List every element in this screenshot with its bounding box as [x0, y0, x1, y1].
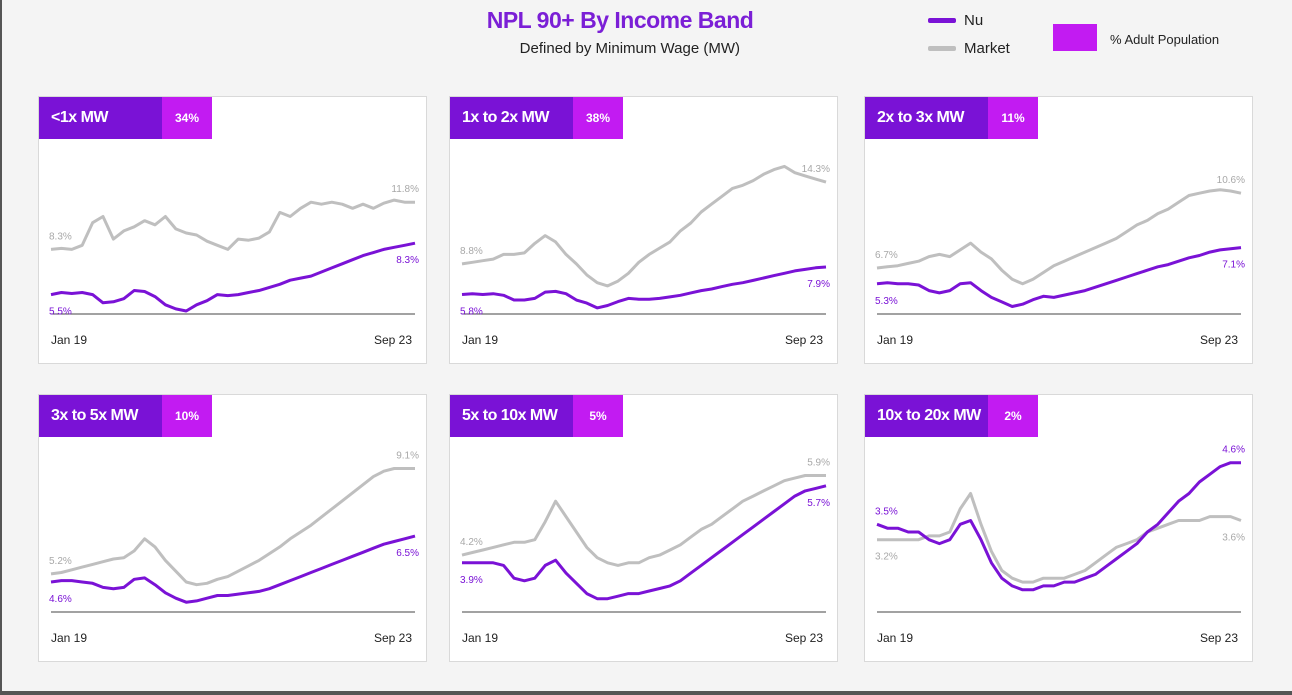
- panel-population-share: 11%: [988, 97, 1038, 139]
- nu-start-label: 4.6%: [49, 594, 72, 605]
- chart-panel-3x-5x: 3x to 5x MW 10% 4.6% 6.5% 5.2% 9.1% Jan 19 Sep …: [38, 394, 427, 662]
- nu-series-line: [50, 534, 416, 604]
- panel-title: <1x MW: [39, 97, 162, 139]
- market-start-label: 4.2%: [460, 537, 483, 548]
- panel-population-share: 34%: [162, 97, 212, 139]
- panel-population-share: 2%: [988, 395, 1038, 437]
- x-axis-start-label: Jan 19: [877, 631, 914, 645]
- x-axis-start-label: Jan 19: [462, 631, 499, 645]
- nu-end-label: 7.1%: [1222, 260, 1245, 271]
- market-end-label: 3.6%: [1222, 532, 1245, 543]
- panel-title: 2x to 3x MW: [865, 97, 988, 139]
- market-series-line: [50, 198, 415, 251]
- market-end-label: 5.9%: [807, 458, 830, 469]
- chart-panel-10x-20x: 10x to 20x MW 2% 3.5% 4.6% 3.2% 3.6% Jan 19 Sep…: [864, 394, 1253, 662]
- nu-start-label: 3.9%: [460, 575, 483, 586]
- panel-population-share: 38%: [573, 97, 623, 139]
- nu-start-label: 3.5%: [875, 506, 898, 517]
- line-chart: 5.5% 8.3% 8.3% 11.8%: [49, 184, 419, 318]
- frame-bottom-edge: [0, 691, 1292, 695]
- panel-population-share: 5%: [573, 395, 623, 437]
- legend-nu-swatch: [928, 18, 956, 23]
- nu-end-label: 5.7%: [807, 498, 830, 509]
- x-axis-end-label: Sep 23: [784, 631, 823, 645]
- nu-series-line: [461, 265, 827, 310]
- page-title: NPL 90+ By Income Band: [486, 7, 754, 33]
- chart-panel-1x-2x: 1x to 2x MW 38% 5.8% 7.9% 8.8% 14.3% Jan 19 Sep…: [449, 96, 838, 364]
- legend-nu-label: Nu: [964, 12, 984, 29]
- nu-end-label: 4.6%: [1222, 445, 1245, 456]
- market-series-line: [50, 467, 415, 587]
- market-series-line: [876, 188, 1242, 286]
- frame-left-edge: [0, 0, 2, 695]
- nu-end-label: 8.3%: [396, 255, 419, 266]
- panel-title: 10x to 20x MW: [865, 395, 988, 437]
- market-start-label: 3.2%: [875, 552, 898, 563]
- x-axis-end-label: Sep 23: [1199, 631, 1238, 645]
- nu-series-line: [50, 241, 416, 313]
- x-axis-start-label: Jan 19: [51, 333, 88, 347]
- x-axis-end-label: Sep 23: [1199, 333, 1238, 347]
- market-end-label: 11.8%: [391, 184, 419, 195]
- legend-nu: Nu: [928, 12, 983, 29]
- market-series-line: [461, 164, 827, 288]
- nu-start-label: 5.3%: [875, 296, 898, 307]
- line-chart: 5.3% 7.1% 6.7% 10.6%: [875, 175, 1245, 315]
- market-start-label: 8.3%: [49, 231, 72, 242]
- line-chart: 3.5% 4.6% 3.2% 3.6%: [875, 445, 1245, 613]
- panel-title: 1x to 2x MW: [450, 97, 573, 139]
- chart-panel-5x-10x: 5x to 10x MW 5% 3.9% 5.7% 4.2% 5.9% Jan 19 Sep …: [449, 394, 838, 662]
- panel-population-share: 10%: [162, 395, 212, 437]
- line-chart: 3.9% 5.7% 4.2% 5.9%: [460, 458, 830, 613]
- x-axis-end-label: Sep 23: [784, 333, 823, 347]
- nu-start-label: 5.5%: [49, 307, 72, 318]
- nu-series-line: [462, 484, 827, 601]
- x-axis-start-label: Jan 19: [877, 333, 914, 347]
- nu-start-label: 5.8%: [460, 307, 483, 318]
- market-series-line: [461, 474, 826, 567]
- chart-panel-2x-3x: 2x to 3x MW 11% 5.3% 7.1% 6.7% 10.6% Jan 19 Sep…: [864, 96, 1253, 364]
- market-series-line: [877, 492, 1242, 584]
- nu-end-label: 7.9%: [807, 279, 830, 290]
- market-start-label: 8.8%: [460, 246, 483, 257]
- market-start-label: 6.7%: [875, 250, 898, 261]
- nu-end-label: 6.5%: [396, 548, 419, 559]
- legend-market-label: Market: [964, 40, 1010, 57]
- panel-title: 5x to 10x MW: [450, 395, 573, 437]
- market-end-label: 14.3%: [802, 164, 830, 175]
- x-axis-start-label: Jan 19: [462, 333, 499, 347]
- market-end-label: 10.6%: [1217, 175, 1245, 186]
- line-chart: 4.6% 6.5% 5.2% 9.1%: [49, 451, 419, 613]
- nu-series-line: [876, 461, 1241, 592]
- legend-population-swatch: [1053, 24, 1097, 51]
- x-axis-end-label: Sep 23: [373, 631, 412, 645]
- legend-population-label: % Adult Population: [1110, 32, 1220, 47]
- market-end-label: 9.1%: [396, 451, 419, 462]
- legend-market-swatch: [928, 46, 956, 51]
- chart-panel-lt1x: <1x MW 34% 5.5% 8.3% 8.3% 11.8% Jan 19 Sep 23: [38, 96, 427, 364]
- page-subtitle: Defined by Minimum Wage (MW): [519, 40, 740, 57]
- line-chart: 5.8% 7.9% 8.8% 14.3%: [460, 164, 830, 318]
- legend-market: Market: [928, 40, 1010, 57]
- x-axis-end-label: Sep 23: [373, 333, 412, 347]
- nu-series-line: [876, 246, 1242, 308]
- market-start-label: 5.2%: [49, 556, 72, 567]
- x-axis-start-label: Jan 19: [51, 631, 88, 645]
- panel-title: 3x to 5x MW: [39, 395, 162, 437]
